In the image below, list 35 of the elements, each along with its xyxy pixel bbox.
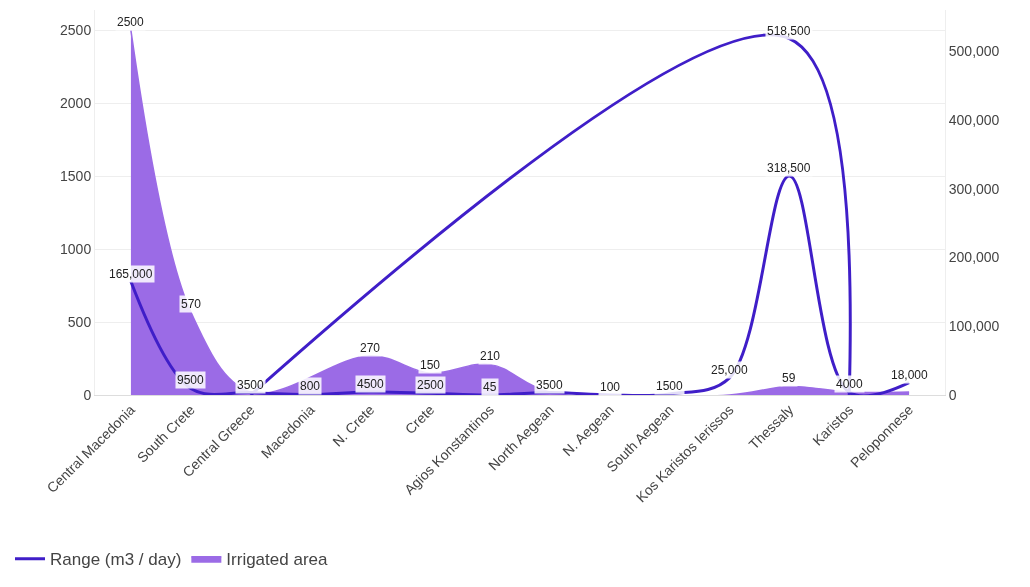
y2-tick-label: 0	[948, 386, 957, 403]
data-label: 45	[483, 380, 497, 394]
legend-label: Range (m3 / day)	[50, 550, 182, 570]
data-label: 3500	[237, 378, 265, 392]
data-label: 318,500	[767, 161, 811, 175]
y-tick-label: 0	[83, 386, 92, 403]
y2-tick-label: 400,000	[948, 111, 1000, 128]
y2-tick-label: 100,000	[948, 318, 1000, 335]
y2-tick-label: 200,000	[948, 249, 1000, 266]
y-tick-label: 1500	[60, 168, 92, 185]
data-label: 3500	[536, 378, 564, 392]
data-label: 1500	[656, 379, 684, 393]
data-label: 59	[782, 371, 796, 385]
y-tick-label: 1000	[60, 241, 92, 258]
data-label: 4000	[836, 377, 864, 391]
data-label: 9500	[177, 373, 205, 387]
y-tick-label: 500	[67, 313, 92, 330]
y2-tick-label: 300,000	[948, 180, 1000, 197]
y-tick-label: 2000	[60, 95, 92, 112]
data-label: 4500	[357, 377, 385, 391]
data-label: 165,000	[109, 267, 153, 281]
data-label: 2500	[417, 378, 445, 392]
y2-tick-label: 500,000	[948, 43, 1000, 60]
data-label: 18,000	[891, 368, 929, 382]
data-label: 800	[300, 379, 321, 393]
data-label: 100	[600, 380, 621, 394]
data-label: 570	[181, 297, 202, 311]
data-label: 210	[480, 349, 501, 363]
data-label: 150	[420, 358, 441, 372]
legend-label: Irrigated area	[226, 550, 328, 570]
data-label: 25,000	[711, 363, 749, 377]
y-tick-label: 2500	[60, 22, 92, 39]
data-label: 270	[360, 341, 381, 355]
data-label: 2500	[117, 15, 145, 29]
data-label: 518,500	[767, 24, 811, 38]
